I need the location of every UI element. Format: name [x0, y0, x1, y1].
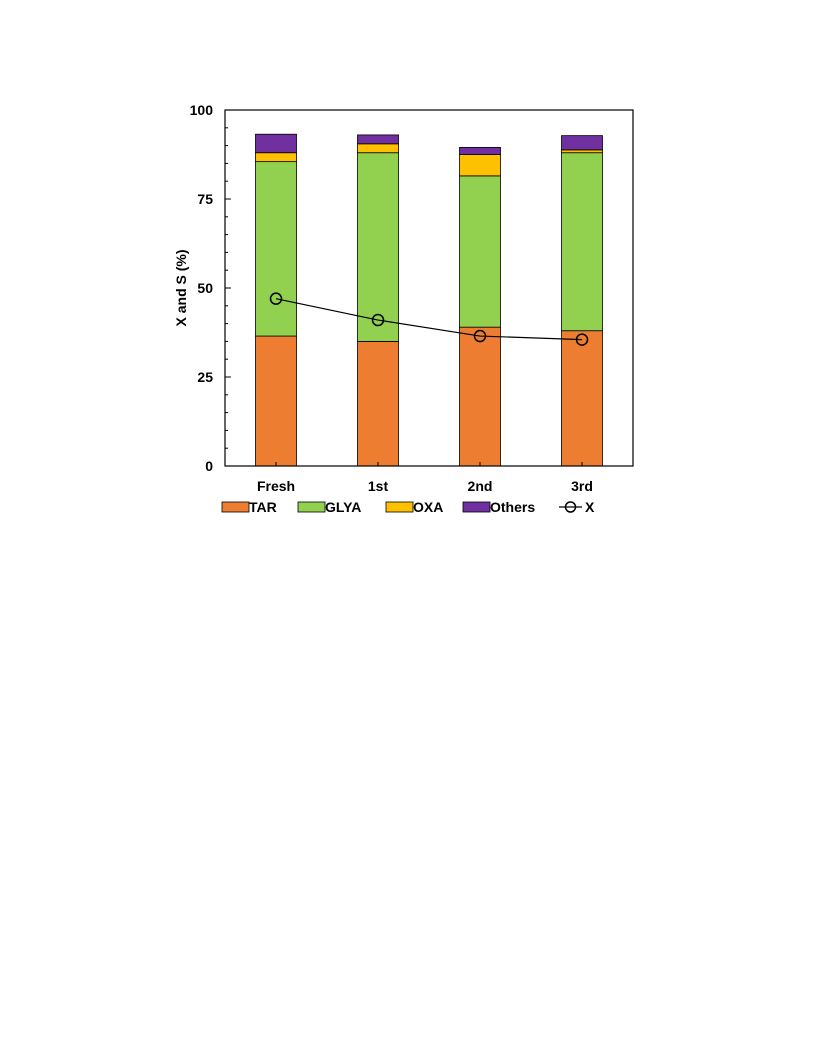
- bar-glya-fresh: [255, 161, 297, 337]
- bar-tar-2nd: [459, 326, 501, 467]
- bar-others-1st: [357, 134, 399, 145]
- legend-item-x: X: [559, 499, 595, 515]
- y-tick-label: 25: [197, 369, 213, 385]
- x-tick-label: Fresh: [257, 478, 295, 494]
- x-point-1st: [371, 313, 385, 327]
- bar-others-fresh: [255, 133, 297, 154]
- bar-tar-fresh: [255, 335, 297, 467]
- legend-swatch: [462, 501, 491, 513]
- bar-oxa-3rd: [561, 149, 603, 154]
- legend-label: X: [585, 499, 595, 515]
- y-axis-title: X and S (%): [173, 249, 189, 326]
- legend-label: GLYA: [325, 499, 361, 515]
- bar-tar-3rd: [561, 330, 603, 467]
- bars: [255, 133, 603, 467]
- y-tick-label: 50: [197, 280, 213, 296]
- bar-oxa-1st: [357, 143, 399, 154]
- legend-item-glya: GLYA: [297, 499, 361, 515]
- x-tick-label: 1st: [368, 478, 389, 494]
- y-tick-label: 0: [205, 458, 213, 474]
- bar-glya-2nd: [459, 175, 501, 328]
- x-point-3rd: [575, 333, 589, 346]
- x-point-2nd: [473, 329, 487, 343]
- bar-glya-1st: [357, 152, 399, 342]
- y-tick-label: 75: [197, 191, 213, 207]
- legend-label: Others: [490, 499, 535, 515]
- legend-label: OXA: [413, 499, 443, 515]
- x-line-path: [275, 298, 583, 341]
- x-point-fresh: [269, 292, 283, 305]
- bar-oxa-2nd: [459, 154, 501, 177]
- legend-swatch: [385, 501, 414, 513]
- x-axis: Fresh 1st 2nd 3rd: [257, 462, 593, 494]
- legend-swatch: [297, 501, 326, 513]
- y-tick-label: 100: [190, 102, 214, 118]
- x-tick-label: 2nd: [468, 478, 493, 494]
- x-series-line: [269, 292, 589, 346]
- legend-marker: [564, 501, 577, 513]
- legend-label: TAR: [249, 499, 277, 515]
- legend-item-oxa: OXA: [385, 499, 443, 515]
- y-axis: 0 25 50 75 100: [190, 102, 231, 474]
- legend-item-others: Others: [462, 499, 535, 515]
- bar-glya-3rd: [561, 152, 603, 332]
- bar-others-2nd: [459, 146, 501, 155]
- bar-oxa-fresh: [255, 152, 297, 163]
- x-tick-label: 3rd: [571, 478, 593, 494]
- bar-tar-1st: [357, 340, 399, 467]
- bar-others-3rd: [561, 135, 603, 151]
- legend-swatch: [221, 501, 250, 513]
- legend-item-tar: TAR: [221, 499, 277, 515]
- legend: TAR GLYA OXA Others X: [221, 499, 595, 515]
